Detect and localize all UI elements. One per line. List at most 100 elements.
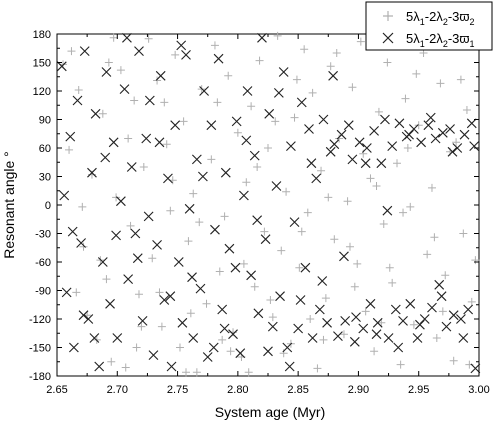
legend-label: 5λ1-2λ2-3ϖ1 [406, 31, 475, 49]
plus-marker [306, 315, 315, 323]
x-marker [286, 141, 296, 151]
plus-marker [264, 144, 272, 152]
x-marker [170, 120, 181, 131]
x-marker [101, 67, 112, 77]
x-marker [210, 224, 220, 235]
x-marker [78, 310, 89, 321]
plus-marker [383, 58, 392, 67]
plus-marker [295, 263, 304, 272]
x-marker [311, 173, 322, 184]
x-marker [416, 137, 427, 148]
plus-marker [430, 233, 439, 242]
x-marker [246, 270, 257, 281]
x-marker [228, 329, 238, 340]
x-marker [314, 304, 325, 315]
plus-marker [467, 297, 476, 306]
x-marker [191, 154, 202, 165]
plus-marker [449, 356, 458, 365]
x-marker [275, 291, 285, 302]
x-marker [405, 298, 416, 309]
x-marker [393, 342, 404, 353]
y-tick-label: -120 [29, 314, 51, 326]
x-marker [235, 348, 246, 359]
x-marker [165, 291, 176, 302]
x-marker [123, 274, 134, 284]
x-marker [188, 333, 199, 343]
x-marker [415, 319, 425, 330]
x-marker [360, 158, 371, 169]
x-marker [463, 304, 474, 315]
plus-marker [160, 98, 169, 107]
x-marker [163, 173, 173, 184]
plus-marker [366, 174, 375, 183]
plus-marker [102, 275, 111, 284]
x-marker [198, 171, 208, 182]
x-marker [383, 333, 394, 343]
plus-marker [74, 86, 83, 95]
plus-marker [282, 187, 291, 196]
x-marker [469, 141, 480, 151]
x-marker [354, 137, 365, 148]
plus-marker [374, 107, 383, 116]
plus-marker [436, 79, 445, 88]
x-marker [260, 234, 271, 245]
plus-marker [192, 368, 201, 377]
x-marker [343, 120, 354, 131]
plus-marker [427, 183, 436, 192]
x-marker [306, 158, 317, 169]
plus-marker [186, 309, 195, 318]
x-marker [238, 190, 249, 201]
plus-marker [441, 271, 450, 280]
x-marker [144, 95, 155, 106]
x-marker [340, 316, 351, 326]
x-marker [333, 331, 343, 341]
x-marker [349, 336, 360, 347]
y-axis: 180 150 120 90 60 30 0 -30 -60 -90 -120 -150 -180 [29, 29, 479, 383]
plus-marker [153, 76, 162, 85]
y-tick-label: 90 [39, 115, 51, 127]
plus-marker [414, 121, 423, 130]
x-marker [322, 317, 332, 328]
plus-marker [98, 109, 107, 118]
x-marker [452, 143, 463, 153]
x-marker [409, 124, 419, 134]
y-tick-label: -30 [35, 229, 51, 241]
y-tick-label: -60 [35, 257, 51, 269]
x-marker [141, 133, 152, 144]
x-marker [328, 70, 338, 81]
x-marker [242, 86, 253, 96]
plus-marker [290, 113, 299, 122]
plus-marker [242, 178, 251, 187]
x-marker [116, 196, 126, 207]
x-marker [111, 230, 121, 241]
x-marker [83, 314, 94, 324]
x-marker [458, 333, 469, 343]
x-marker [372, 317, 383, 328]
x-marker [241, 135, 252, 146]
x-marker [253, 308, 264, 319]
plus-marker [335, 134, 344, 143]
plus-marker [130, 96, 139, 105]
x-marker [387, 141, 398, 151]
x-marker [437, 127, 448, 138]
x-marker [176, 40, 187, 51]
x-marker [365, 298, 376, 309]
x-marker [61, 287, 72, 298]
x-axis: 2.65 2.70 2.75 2.80 2.85 2.90 2.95 3.00 [46, 34, 490, 396]
plus-marker [370, 347, 379, 356]
plus-marker [65, 145, 74, 154]
plus-marker [250, 282, 259, 291]
x-marker [67, 226, 78, 237]
plus-marker [124, 134, 133, 143]
x-marker [447, 146, 458, 157]
plus-marker [132, 343, 141, 352]
x-marker [154, 137, 165, 148]
plus-marker [303, 208, 312, 217]
x-marker [148, 350, 159, 360]
plus-marker [399, 208, 408, 217]
plus-marker [79, 242, 88, 251]
x-marker [56, 61, 67, 72]
x-marker [404, 129, 414, 140]
plus-marker [266, 296, 275, 304]
